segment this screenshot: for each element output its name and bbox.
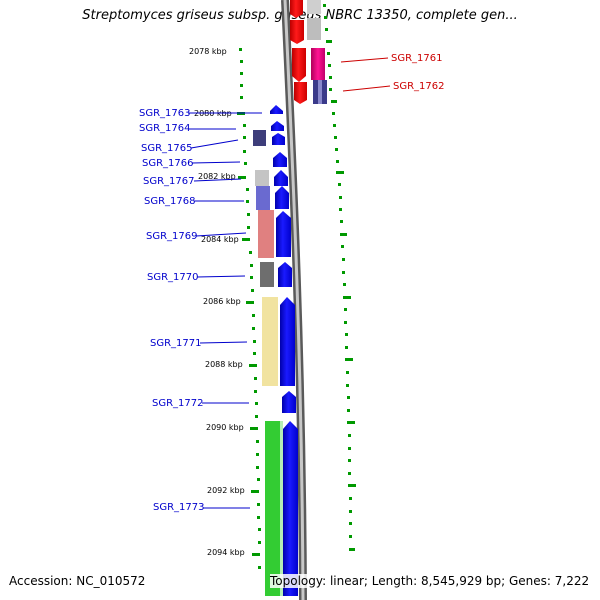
scale-tick-label: 2078 kbp [189, 47, 227, 56]
leader-line [190, 139, 239, 149]
leader-line [199, 341, 248, 344]
genome-summary: Topology: linear; Length: 8,545,929 bp; … [270, 574, 590, 588]
product-bar-SGR_1773-light [280, 421, 283, 596]
gene-label-SGR_1763[interactable]: SGR_1763 [139, 108, 191, 119]
product-bar-SGR_1771[interactable] [262, 297, 278, 386]
reverse-gene-shade [307, 18, 321, 40]
gene-label-SGR_1764[interactable]: SGR_1764 [139, 123, 191, 134]
gene-SGR_1761[interactable] [292, 48, 306, 82]
scale-tick-label: 2088 kbp [205, 360, 243, 369]
gene-label-SGR_1771[interactable]: SGR_1771 [150, 338, 202, 349]
gene-label-SGR_1773[interactable]: SGR_1773 [153, 502, 205, 513]
gene-SGR_1769[interactable] [276, 211, 291, 257]
gene-SGR_1770[interactable] [278, 262, 292, 287]
gene-SGR_1763[interactable] [270, 105, 283, 114]
leader-line [342, 85, 391, 92]
scale-tick-label: 2090 kbp [206, 423, 244, 432]
gene-label-SGR_1772[interactable]: SGR_1772 [152, 398, 204, 409]
gene-SGR_1773[interactable] [283, 421, 298, 596]
leader-line [196, 275, 246, 278]
leader-line [195, 232, 247, 237]
gene-label-SGR_1762[interactable]: SGR_1762 [393, 81, 445, 92]
scale-tick-label: 2086 kbp [203, 297, 241, 306]
product-bars [253, 130, 283, 596]
leader-line [191, 161, 241, 164]
gene-SGR_1762[interactable] [294, 82, 307, 104]
scale-tick-label: 2092 kbp [207, 486, 245, 495]
gene-SGR_1766[interactable] [273, 152, 287, 167]
product-bar-SGR_1773[interactable] [265, 421, 280, 596]
reverse-gene-shade [307, 0, 321, 14]
genome-backbone-highlight [283, 0, 305, 600]
gene-SGR_1768[interactable] [275, 186, 289, 209]
right-gene-labels: SGR_1761 SGR_1762 [340, 53, 445, 92]
right-tick-column [323, 4, 356, 551]
product-bar-SGR_1768[interactable] [256, 186, 270, 210]
gene-label-SGR_1768[interactable]: SGR_1768 [144, 196, 196, 207]
product-bar-SGR_1769[interactable] [258, 210, 274, 258]
gene-SGR_1771[interactable] [280, 297, 295, 386]
gene-SGR_1761[interactable] [290, 0, 303, 18]
gene-SGR_1767[interactable] [274, 170, 288, 186]
scale-tick-label: 2084 kbp [201, 235, 239, 244]
gene-SGR_1772[interactable] [282, 391, 296, 413]
product-bar-SGR_1767[interactable] [255, 170, 269, 186]
leader-line [193, 178, 242, 182]
accession-text: Accession: NC_010572 [9, 574, 146, 588]
gene-label-SGR_1761[interactable]: SGR_1761 [391, 53, 443, 64]
gene-SGR_1762-product-edge [318, 80, 322, 104]
product-bar-SGR_1765[interactable] [253, 130, 266, 146]
gene-SGR_1765[interactable] [272, 133, 285, 145]
scale-tick-label: 2094 kbp [207, 548, 245, 557]
gene-label-SGR_1770[interactable]: SGR_1770 [147, 272, 199, 283]
gene-SGR_1761[interactable] [290, 20, 304, 44]
product-bar-SGR_1770[interactable] [260, 262, 274, 287]
scale-tick-label: 2082 kbp [198, 172, 236, 181]
gene-SGR_1764[interactable] [271, 121, 284, 131]
left-gene-labels: SGR_1763 SGR_1764 SGR_1765 SGR_1766 SGR_… [139, 108, 262, 513]
gene-label-SGR_1766[interactable]: SGR_1766 [142, 158, 194, 169]
leader-line [340, 57, 389, 63]
gene-SGR_1761-product[interactable] [311, 48, 325, 80]
gene-label-SGR_1765[interactable]: SGR_1765 [141, 143, 193, 154]
forward-strand-track [270, 105, 298, 596]
gene-label-SGR_1767[interactable]: SGR_1767 [143, 176, 195, 187]
gene-label-SGR_1769[interactable]: SGR_1769 [146, 231, 198, 242]
reverse-strand-track [290, 0, 327, 104]
scale-labels: 2078 kbp 2080 kbp 2082 kbp 2084 kbp 2086… [189, 47, 245, 557]
